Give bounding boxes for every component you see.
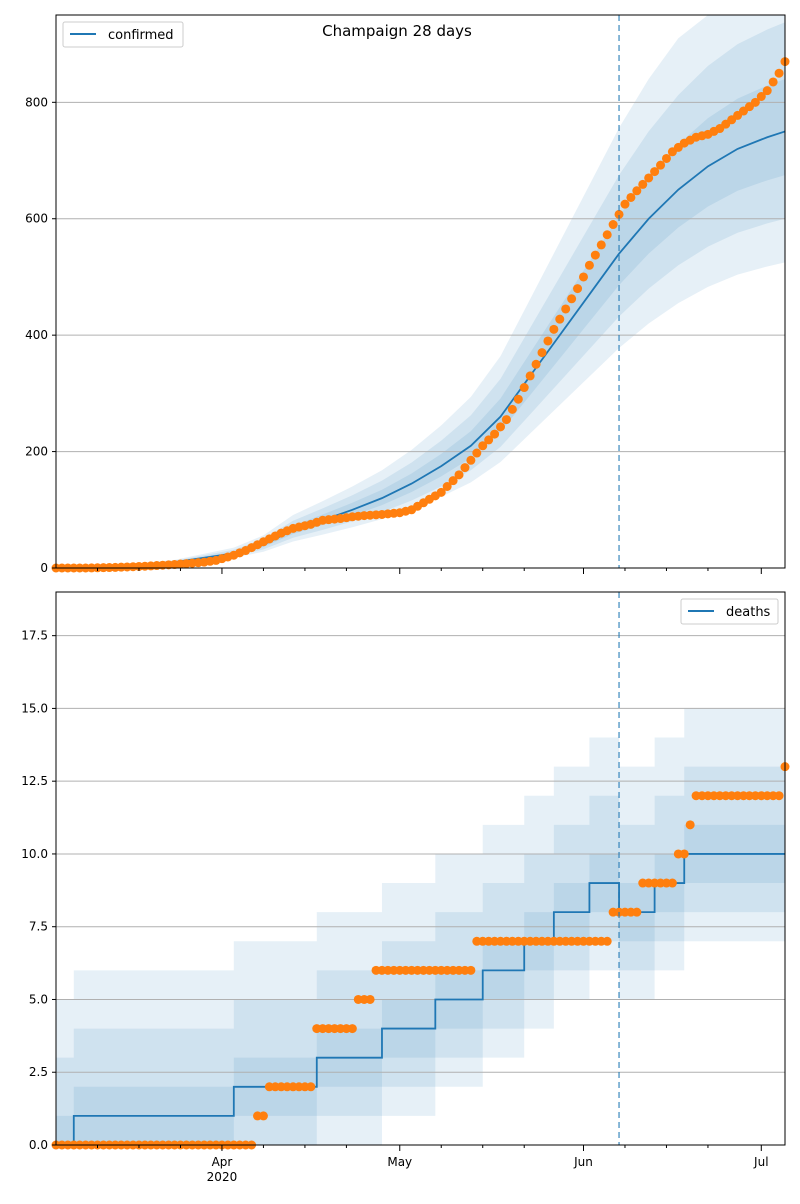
observed-point: [472, 448, 482, 458]
observed-point: [762, 86, 772, 96]
observed-point: [626, 192, 636, 202]
x-tick-label: Jul: [753, 1155, 768, 1169]
x-tick-label: May: [387, 1155, 412, 1169]
legend-label-deaths: deaths: [726, 605, 771, 620]
y-tick-label: 800: [25, 95, 48, 109]
deaths-median-line: [56, 853, 785, 1146]
y-tick-label: 400: [25, 328, 48, 342]
observed-point: [602, 936, 612, 946]
observed-point: [478, 441, 488, 451]
observed-point: [525, 371, 535, 381]
observed-point: [448, 476, 458, 486]
observed-point: [436, 487, 446, 497]
y-tick-label: 600: [25, 212, 48, 226]
y-tick-label: 10.0: [21, 847, 48, 861]
observed-point: [365, 994, 375, 1004]
observed-point: [632, 186, 642, 196]
confirmed-chart-panel: 0 200 400 600 800 Champaign 28 days confirme…: [25, 14, 790, 575]
y-tick-label: 12.5: [21, 774, 48, 788]
observed-point: [258, 1111, 268, 1121]
confirmed-axes: 0 200 400 600 800: [25, 14, 786, 575]
observed-point: [685, 820, 695, 830]
observed-point: [620, 199, 630, 209]
x-tick-label: Apr: [212, 1155, 233, 1169]
observed-point: [567, 294, 577, 304]
observed-point: [454, 470, 464, 480]
median-line: [56, 853, 785, 1146]
observed-point: [768, 77, 778, 87]
observed-point: [501, 415, 511, 425]
x-tick-label: Jun: [573, 1155, 593, 1169]
observed-point: [774, 68, 784, 78]
deaths-observed-points: [51, 762, 790, 1150]
observed-point: [537, 348, 547, 358]
confirmed-observed-points: [51, 57, 790, 573]
legend-deaths: deaths: [680, 598, 779, 625]
y-tick-label: 0: [40, 561, 48, 575]
forecast-band-1: [56, 22, 785, 569]
observed-point: [347, 1024, 357, 1034]
axes-frame: [55, 591, 786, 1146]
observed-point: [774, 791, 784, 801]
observed-point: [519, 383, 529, 393]
observed-point: [756, 91, 766, 101]
observed-point: [484, 435, 494, 445]
observed-point: [656, 160, 666, 170]
observed-point: [561, 304, 571, 314]
observed-point: [614, 209, 624, 219]
observed-point: [513, 394, 523, 404]
observed-point: [750, 97, 760, 107]
observed-point: [650, 167, 660, 177]
observed-point: [590, 250, 600, 260]
observed-point: [507, 404, 517, 414]
legend-label-confirmed: confirmed: [108, 28, 174, 43]
observed-point: [490, 429, 500, 439]
forecast-band-2: [56, 824, 785, 1145]
observed-point: [661, 153, 671, 163]
y-tick-label: 7.5: [29, 920, 48, 934]
y-tick-label: 15.0: [21, 701, 48, 715]
chart-title: Champaign 28 days: [322, 22, 472, 40]
axes-frame: [55, 14, 786, 569]
forecast-band-1: [56, 766, 785, 1145]
observed-point: [632, 907, 642, 917]
y-tick-label: 2.5: [29, 1065, 48, 1079]
forecast-band-0: [56, 15, 785, 568]
observed-point: [578, 272, 588, 282]
observed-point: [573, 284, 583, 294]
observed-point: [638, 179, 648, 189]
observed-point: [679, 849, 689, 859]
observed-point: [442, 482, 452, 492]
observed-point: [602, 230, 612, 240]
observed-point: [496, 422, 506, 432]
y-tick-label: 0.0: [29, 1138, 48, 1152]
observed-point: [460, 463, 470, 473]
observed-point: [466, 965, 476, 975]
observed-point: [543, 336, 553, 346]
observed-point: [555, 314, 565, 324]
y-tick-label: 17.5: [21, 629, 48, 643]
x-tick-sublabel: 2020: [207, 1170, 238, 1184]
observed-point: [608, 220, 618, 230]
observed-point: [549, 324, 559, 334]
observed-point: [466, 455, 476, 465]
confirmed-forecast-bands: [56, 15, 785, 569]
observed-point: [584, 260, 594, 270]
legend-confirmed: confirmed: [62, 21, 184, 48]
observed-point: [667, 878, 677, 888]
y-tick-label: 5.0: [29, 992, 48, 1006]
observed-point: [306, 1082, 316, 1092]
observed-point: [531, 359, 541, 369]
observed-point: [644, 173, 654, 183]
observed-point: [596, 240, 606, 250]
y-tick-label: 200: [25, 445, 48, 459]
